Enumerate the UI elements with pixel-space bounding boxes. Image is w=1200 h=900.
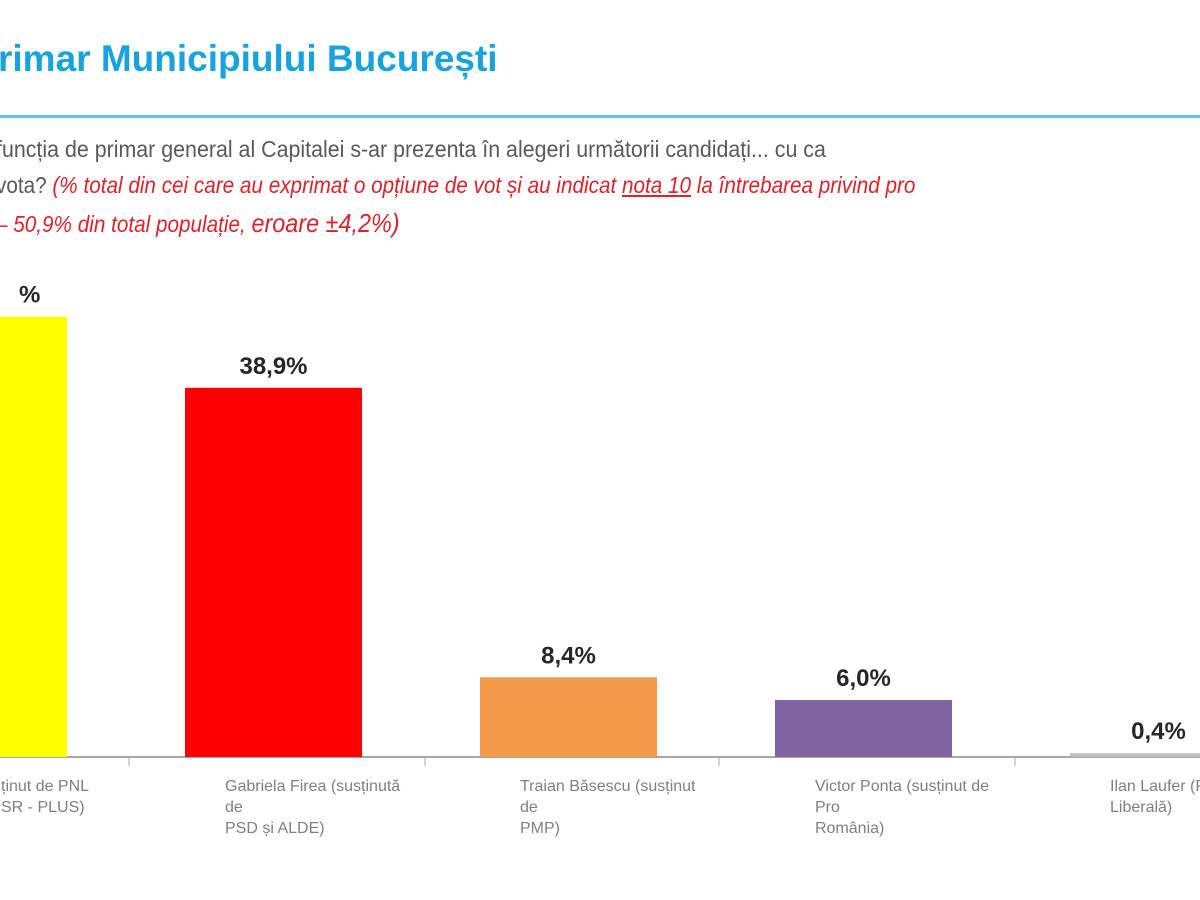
- category-label: Ilan Laufer (Platfor Liberală): [1110, 776, 1200, 818]
- category-label-line: Gabriela Firea (susținută de: [225, 778, 401, 816]
- bar: [480, 677, 657, 757]
- category-label-line: Liberală): [1110, 799, 1173, 816]
- data-label: %: [19, 282, 40, 309]
- category-label-line: Victor Ponta (susținut de Pro: [815, 778, 990, 816]
- note-line-3: – 50,9% din total populație, eroare ±4,2…: [0, 208, 400, 239]
- note-population: – 50,9% din total populație,: [0, 211, 252, 237]
- category-label-line: ținut de PNL: [1, 778, 90, 795]
- category-label: ținut de PNL SR - PLUS): [1, 776, 191, 818]
- bar: [0, 316, 67, 757]
- slide-title: rimar Municipiului București: [0, 38, 498, 79]
- data-label: 8,4%: [541, 642, 596, 669]
- category-label: Victor Ponta (susținut de Pro România): [815, 776, 1005, 839]
- note-underlined: nota 10: [621, 172, 692, 198]
- question-end: vota?: [0, 172, 53, 198]
- title-divider: [0, 115, 1200, 118]
- data-label: 6,0%: [836, 665, 891, 692]
- note-error: eroare ±4,2%): [251, 208, 400, 238]
- bar: [1070, 753, 1200, 757]
- category-label-line: PMP): [520, 820, 560, 837]
- category-label-line: România): [815, 820, 885, 837]
- bar: [185, 387, 362, 757]
- question-line-1: funcția de primar general al Capitalei s…: [0, 136, 826, 162]
- note-part-b: la întrebarea privind pro: [691, 172, 916, 198]
- category-label: Gabriela Firea (susținută de PSD și ALDE): [225, 776, 415, 839]
- category-label-line: Ilan Laufer (Platfor: [1110, 778, 1200, 795]
- bar: [775, 700, 952, 757]
- note-part-a: (% total din cei care au exprimat o opți…: [52, 172, 622, 198]
- category-label-line: PSD și ALDE): [225, 820, 325, 837]
- category-label-line: SR - PLUS): [1, 799, 85, 816]
- data-label: 0,4%: [1131, 718, 1186, 745]
- category-label-line: Traian Băsescu (susținut de: [520, 778, 696, 816]
- data-label: 38,9%: [239, 353, 307, 380]
- category-label: Traian Băsescu (susținut de PMP): [520, 776, 710, 839]
- question-line-2: vota? (% total din cei care au exprimat …: [0, 172, 915, 199]
